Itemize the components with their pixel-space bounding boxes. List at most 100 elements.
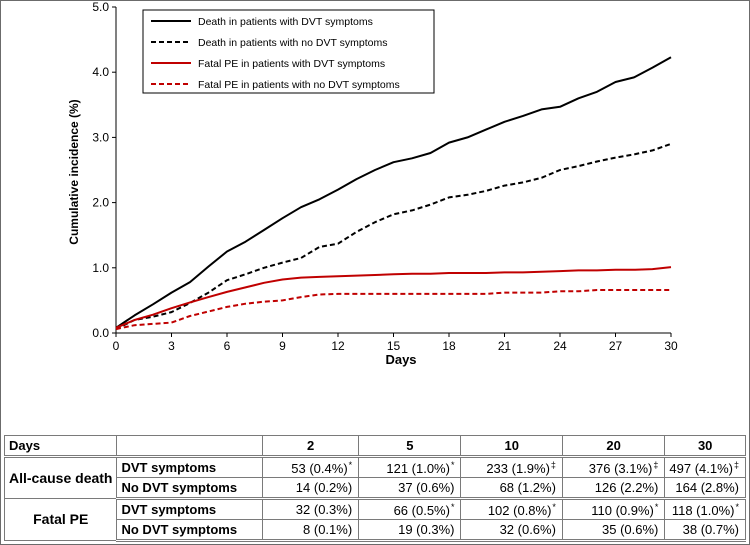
cell-value: 37 (0.6%): [398, 480, 455, 495]
significance-mark: *: [552, 501, 556, 512]
cell-value: 126 (2.2%): [594, 480, 659, 495]
table-cell: 19 (0.3%): [358, 519, 462, 542]
x-tick-label: 30: [664, 339, 678, 353]
table-cell: 126 (2.2%): [561, 477, 666, 500]
group-label: Fatal PE: [3, 498, 118, 541]
x-tick-label: 12: [331, 339, 345, 353]
header-day-2: 2: [261, 435, 360, 458]
table-cell: 53 (0.4%)*: [261, 456, 360, 478]
x-tick-label: 6: [224, 339, 231, 353]
y-tick-label: 5.0: [92, 0, 109, 14]
cell-value: 102 (0.8%): [487, 502, 552, 518]
x-tick-label: 21: [498, 339, 512, 353]
legend-label-4: Fatal PE in patients with no DVT symptom…: [198, 79, 400, 91]
table-cell: 32 (0.6%): [460, 519, 563, 542]
cell-value: 376 (3.1%): [588, 460, 653, 476]
row-label: No DVT symptoms: [116, 477, 263, 500]
cell-value: 66 (0.5%): [393, 502, 450, 518]
table-cell: 8 (0.1%): [261, 519, 360, 542]
incidence-table: Days 2 5 10 20 30 All-cause death DVT symptoms 5…: [3, 435, 746, 542]
significance-mark: *: [735, 501, 739, 512]
legend-label-3: Fatal PE in patients with DVT symptoms: [198, 58, 385, 70]
table-cell: 376 (3.1%)‡: [561, 456, 666, 478]
series-line-2: [115, 142, 672, 330]
table-cell: 35 (0.6%): [561, 519, 666, 542]
x-tick-label: 9: [279, 339, 286, 353]
cell-value: 121 (1.0%): [386, 460, 450, 476]
x-tick-label: 3: [168, 339, 175, 353]
significance-mark: *: [348, 459, 353, 470]
table-cell: 110 (0.9%)*: [561, 498, 666, 520]
significance-mark: ‡: [733, 459, 739, 470]
cell-value: 497 (4.1%): [669, 460, 733, 476]
table-cell: 164 (2.8%): [664, 477, 746, 500]
x-axis-label: Days: [385, 352, 416, 367]
cell-value: 32 (0.3%): [295, 502, 353, 517]
legend-box: [142, 9, 435, 94]
x-tick-label: 0: [113, 339, 120, 353]
header-day-10: 10: [460, 435, 563, 458]
table-cell: 121 (1.0%)*: [358, 456, 462, 478]
table-header-row: Days 2 5 10 20 30: [3, 435, 746, 458]
significance-mark: ‡: [550, 459, 556, 470]
cell-value: 53 (0.4%): [291, 460, 348, 476]
header-day-20: 20: [561, 435, 666, 458]
table-cell: 37 (0.6%): [358, 477, 462, 500]
significance-mark: *: [450, 501, 455, 512]
table-cell: 66 (0.5%)*: [358, 498, 462, 520]
table-cell: 118 (1.0%)*: [664, 498, 746, 520]
header-day-5: 5: [358, 435, 462, 458]
cumulative-incidence-chart: 0.0 1.0 2.0 3.0 4.0 5.0 0 3 6 9 12 15 18 21 24 27 30 Dea…: [67, 0, 678, 367]
axes: 0.0 1.0 2.0 3.0 4.0 5.0 0 3 6 9 12 15 18 21 24 27 30: [92, 0, 678, 353]
header-blank: [116, 435, 263, 458]
legend-label-1: Death in patients with DVT symptoms: [198, 16, 373, 28]
cell-value: 38 (0.7%): [682, 522, 739, 537]
table-row: Fatal PE DVT symptoms 32 (0.3%) 66 (0.5%)* 1…: [3, 498, 746, 541]
cell-value: 118 (1.0%): [671, 502, 735, 518]
series-line-4: [115, 289, 671, 331]
row-label: No DVT symptoms: [116, 519, 263, 542]
cell-value: 19 (0.3%): [398, 522, 455, 537]
significance-mark: ‡: [653, 459, 659, 470]
cell-value: 14 (0.2%): [295, 480, 353, 495]
cell-value: 233 (1.9%): [486, 460, 550, 476]
y-tick-label: 3.0: [92, 130, 109, 144]
table-row: No DVT symptoms 8 (0.1%) 19 (0.3%) 32 (0.6%…: [5, 519, 746, 542]
group-label: All-cause death: [3, 456, 118, 499]
cell-value: 8 (0.1%): [303, 522, 353, 537]
table-row: All-cause death DVT symptoms 53 (0.4%)* 121…: [3, 456, 746, 499]
table-cell: 14 (0.2%): [261, 477, 360, 500]
series-layer: [115, 56, 672, 331]
legend: Death in patients with DVT symptoms Death…: [142, 9, 435, 94]
x-tick-label: 15: [387, 339, 401, 353]
table-cell: 102 (0.8%)*: [460, 498, 563, 520]
table-cell: 233 (1.9%)‡: [460, 456, 563, 478]
series-line-1: [115, 56, 672, 329]
table-cell: 497 (4.1%)‡: [664, 456, 746, 478]
legend-label-2: Death in patients with no DVT symptoms: [198, 37, 387, 49]
x-tick-label: 27: [609, 339, 623, 353]
y-axis-label: Cumulative incidence (%): [67, 99, 81, 244]
row-label: DVT symptoms: [116, 498, 263, 520]
y-tick-label: 0.0: [92, 326, 109, 340]
table-cell: 38 (0.7%): [664, 519, 746, 542]
x-tick-label: 18: [442, 339, 456, 353]
cell-value: 164 (2.8%): [675, 480, 739, 495]
cell-value: 32 (0.6%): [499, 522, 556, 537]
cell-value: 110 (0.9%): [591, 502, 654, 518]
cell-value: 68 (1.2%): [499, 480, 556, 495]
significance-mark: *: [654, 501, 659, 512]
header-day-30: 30: [664, 435, 746, 458]
significance-mark: *: [450, 459, 455, 470]
y-tick-label: 4.0: [92, 65, 109, 79]
table-row: No DVT symptoms 14 (0.2%) 37 (0.6%) 68 (1.2…: [5, 477, 746, 500]
series-line-3: [115, 266, 672, 329]
x-tick-label: 24: [553, 339, 567, 353]
cell-value: 35 (0.6%): [602, 522, 659, 537]
table-cell: 68 (1.2%): [460, 477, 563, 500]
header-days-label: Days: [3, 435, 118, 458]
y-tick-label: 1.0: [92, 261, 109, 275]
table-cell: 32 (0.3%): [261, 498, 360, 520]
y-tick-label: 2.0: [92, 196, 109, 210]
row-label: DVT symptoms: [116, 456, 263, 478]
